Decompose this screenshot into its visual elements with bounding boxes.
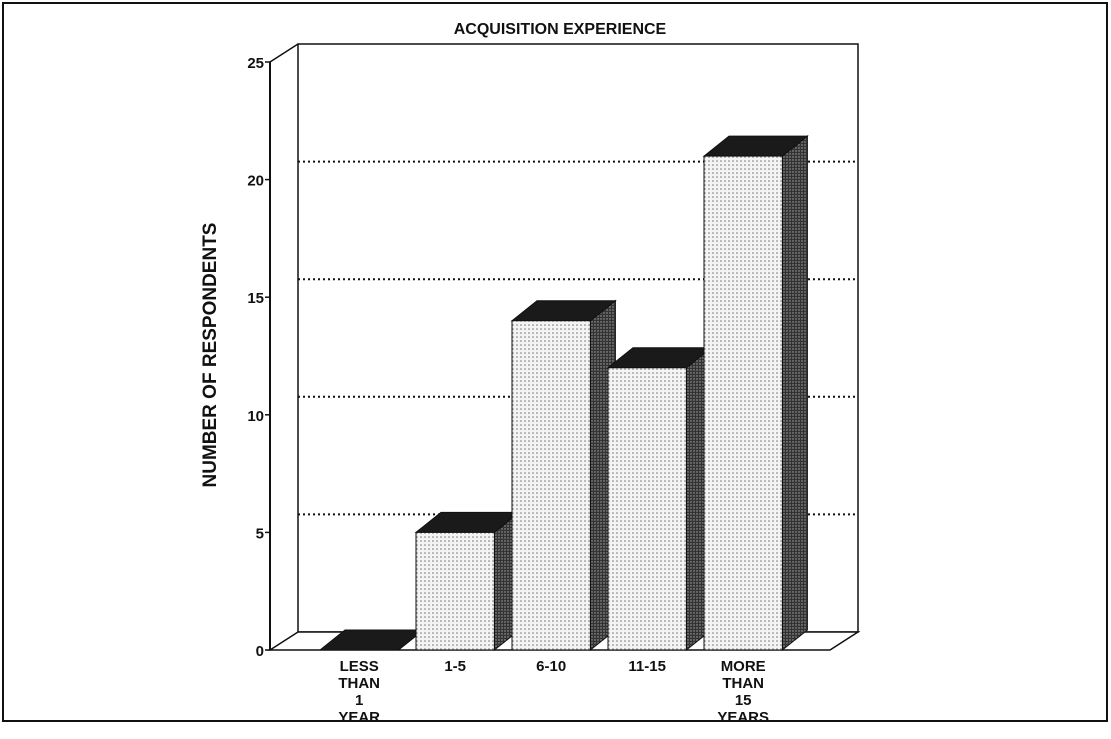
x-tick-label: 6-10 <box>536 658 567 675</box>
x-tick-label: LESS THAN 1 YEAR <box>338 658 381 726</box>
y-tick-label: 20 <box>247 173 264 190</box>
bar <box>511 320 591 651</box>
bar <box>703 155 783 651</box>
y-tick-label: 25 <box>247 55 264 72</box>
bar <box>415 531 495 651</box>
bar-side <box>781 135 808 652</box>
y-tick-label: 5 <box>256 525 264 542</box>
y-tick-label: 0 <box>256 643 264 660</box>
y-tick-label: 15 <box>247 290 264 307</box>
x-tick-label: 11-15 <box>628 658 666 675</box>
y-tick-label: 10 <box>247 408 264 425</box>
frame <box>2 2 1108 722</box>
bar <box>607 367 687 651</box>
wall-edge <box>269 43 299 63</box>
x-tick-label: 1-5 <box>444 658 467 675</box>
chart-title: ACQUISITION EXPERIENCE <box>454 21 667 38</box>
x-tick-label: MORE THAN 15 YEARS <box>717 658 770 726</box>
y-axis-label: NUMBER OF RESPONDENTS <box>200 223 221 488</box>
